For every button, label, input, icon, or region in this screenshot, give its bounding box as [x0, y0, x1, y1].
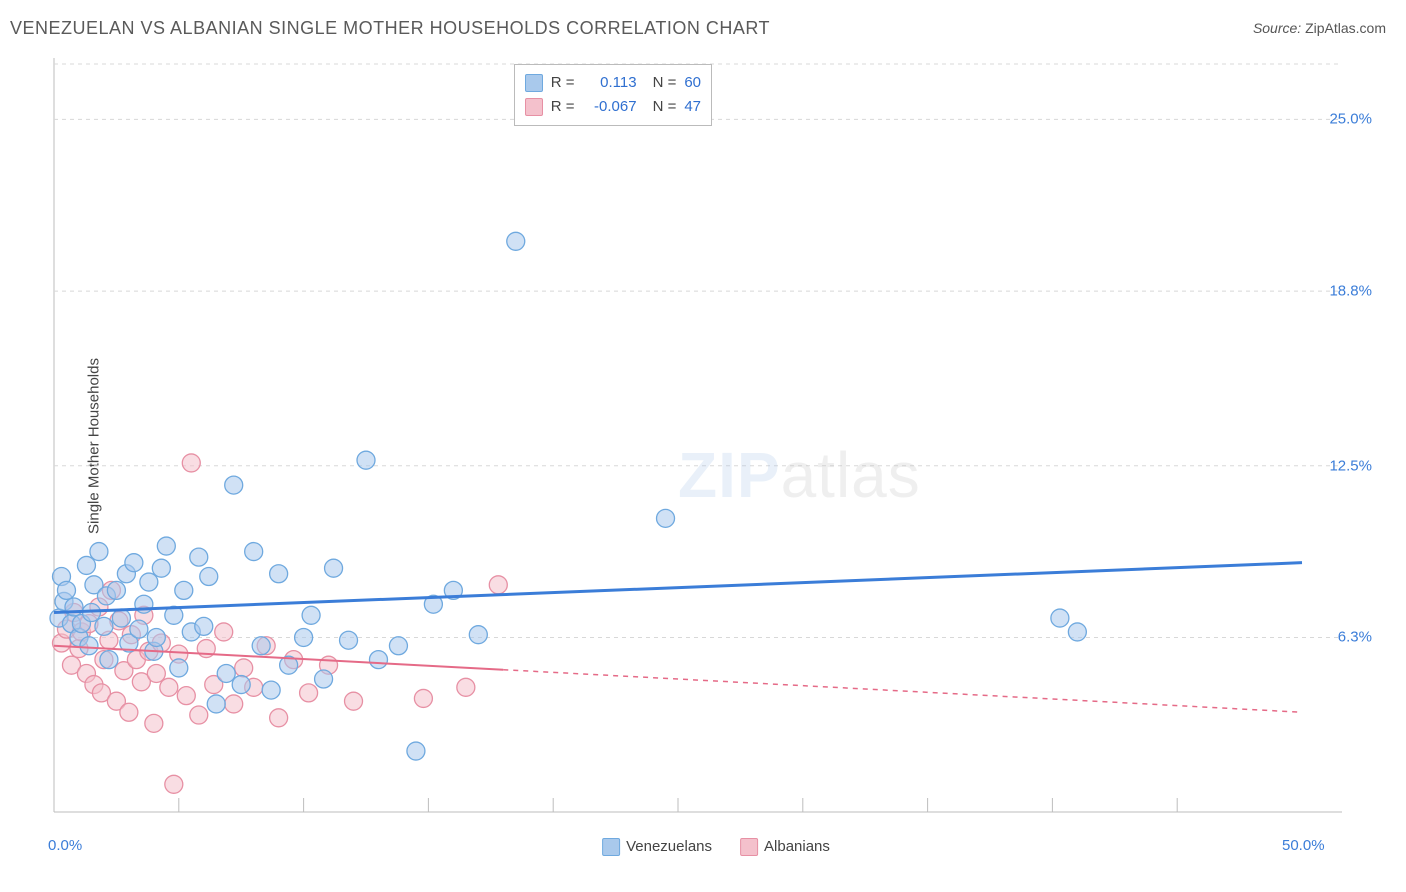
chart-container: VENEZUELAN VS ALBANIAN SINGLE MOTHER HOU… [0, 0, 1406, 892]
n-label: N = [653, 95, 677, 119]
correlation-stats-box: R = 0.113 N = 60 R = -0.067 N = 47 [514, 64, 712, 126]
legend-label: Venezuelans [626, 838, 712, 855]
source-value: ZipAtlas.com [1305, 20, 1386, 36]
r-label: R = [551, 71, 575, 95]
source-label: Source: [1253, 20, 1301, 36]
scatter-plot-svg [42, 52, 1390, 862]
y-tick-label: 25.0% [1329, 111, 1372, 128]
legend-swatch [602, 838, 620, 856]
legend-item: Albanians [740, 838, 830, 856]
chart-title: VENEZUELAN VS ALBANIAN SINGLE MOTHER HOU… [10, 18, 770, 39]
stats-row: R = 0.113 N = 60 [525, 71, 701, 95]
series-swatch [525, 74, 543, 92]
stats-row: R = -0.067 N = 47 [525, 95, 701, 119]
n-value: 60 [684, 71, 701, 95]
n-value: 47 [684, 95, 701, 119]
source-attribution: Source: ZipAtlas.com [1253, 20, 1386, 36]
plot-area: 6.3% 12.5% 18.8% 25.0% 0.0% 50.0% R = 0.113 N … [42, 52, 1390, 862]
y-tick-label: 6.3% [1338, 629, 1372, 646]
x-tick-label: 50.0% [1282, 837, 1325, 854]
y-tick-label: 12.5% [1329, 457, 1372, 474]
n-label: N = [653, 71, 677, 95]
r-label: R = [551, 95, 575, 119]
legend-label: Albanians [764, 838, 830, 855]
legend-swatch [740, 838, 758, 856]
x-tick-label: 0.0% [48, 837, 82, 854]
series-legend: Venezuelans Albanians [602, 838, 830, 856]
legend-item: Venezuelans [602, 838, 712, 856]
r-value: 0.113 [583, 71, 637, 95]
series-swatch [525, 98, 543, 116]
r-value: -0.067 [583, 95, 637, 119]
y-tick-label: 18.8% [1329, 283, 1372, 300]
